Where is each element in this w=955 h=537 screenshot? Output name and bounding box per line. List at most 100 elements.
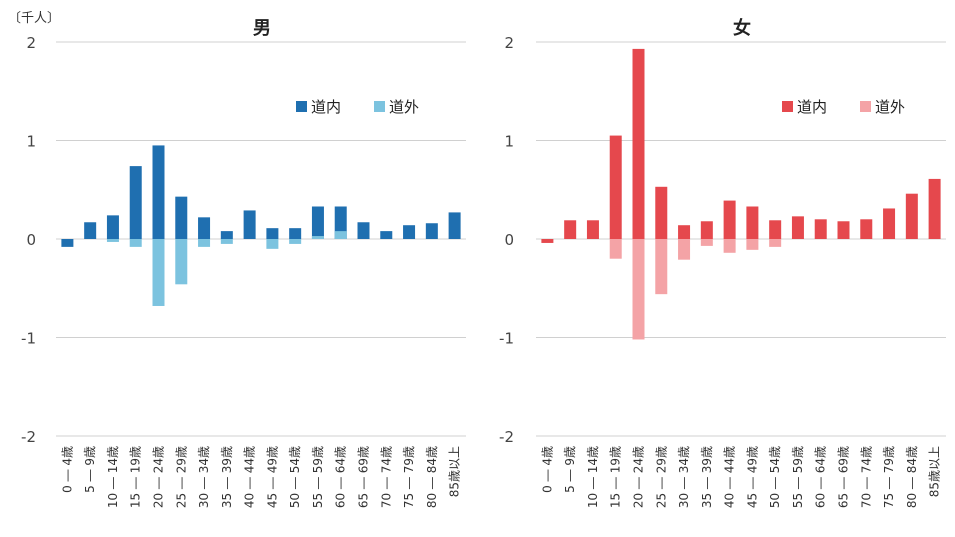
x-tick-label: 85歳以上: [448, 446, 462, 497]
x-tick-label: 25 ― 29歳: [654, 446, 668, 508]
bar-out-5: [175, 239, 188, 285]
bar-out-7: [700, 239, 713, 246]
bar-in-15: [883, 208, 896, 239]
legend-swatch: [860, 101, 871, 112]
bar-in-3: [129, 166, 142, 239]
x-tick-label: 60 ― 64歳: [334, 446, 348, 508]
legend-label: 道内: [311, 98, 341, 116]
legend-swatch: [374, 101, 385, 112]
bar-in-17: [928, 178, 941, 239]
bar-out-8: [723, 239, 736, 253]
x-tick-label: 0 ― 4歳: [540, 446, 554, 493]
x-tick-label: 50 ― 54歳: [768, 446, 782, 508]
bar-in-11: [791, 216, 804, 239]
bar-in-1: [564, 220, 577, 239]
chart-title: 女: [733, 17, 751, 39]
y-tick-label: -1: [21, 330, 36, 348]
bar-in-6: [678, 225, 691, 239]
bar-out-3: [129, 239, 142, 247]
bar-out-10: [289, 239, 302, 244]
bar-in-13: [837, 221, 850, 239]
unit-label: 〔千人〕: [8, 11, 60, 26]
bar-out-9: [746, 239, 759, 250]
bar-in-9: [746, 206, 759, 239]
x-tick-label: 55 ― 59歳: [311, 446, 325, 508]
x-tick-label: 70 ― 74歳: [859, 446, 873, 508]
bar-in-17: [448, 212, 461, 239]
bar-in-10: [769, 220, 782, 239]
x-tick-label: 0 ― 4歳: [60, 446, 74, 493]
chart-title: 男: [253, 18, 271, 39]
x-tick-label: 15 ― 19歳: [609, 446, 623, 508]
legend-label: 道外: [875, 98, 905, 116]
y-tick-label: 2: [504, 34, 514, 52]
bar-in-16: [425, 223, 438, 239]
x-tick-label: 70 ― 74歳: [379, 446, 393, 508]
x-tick-label: 20 ― 24歳: [152, 446, 166, 508]
x-tick-label: 20 ― 24歳: [632, 446, 646, 508]
x-tick-label: 40 ― 44歳: [243, 446, 257, 508]
bar-in-15: [403, 225, 416, 239]
x-tick-label: 10 ― 14歳: [106, 446, 120, 508]
x-tick-label: 85歳以上: [928, 446, 942, 497]
bar-in-12: [814, 219, 827, 239]
bar-in-2: [106, 215, 119, 239]
y-tick-label: -2: [499, 428, 514, 446]
bar-in-14: [860, 219, 873, 239]
bar-out-6: [678, 239, 691, 260]
bar-in-14: [380, 231, 393, 239]
x-tick-label: 25 ― 29歳: [174, 446, 188, 508]
bar-out-11: [311, 236, 324, 239]
x-tick-label: 35 ― 39歳: [220, 446, 234, 508]
bar-in-5: [175, 196, 188, 239]
x-tick-label: 60 ― 64歳: [814, 446, 828, 508]
x-tick-label: 55 ― 59歳: [791, 446, 805, 508]
bar-in-1: [84, 222, 97, 239]
bar-in-11: [311, 206, 324, 239]
bar-in-6: [198, 217, 211, 239]
x-tick-label: 50 ― 54歳: [288, 446, 302, 508]
legend-swatch: [296, 101, 307, 112]
legend-label: 道外: [389, 98, 419, 116]
bar-out-4: [152, 239, 165, 306]
bar-in-7: [220, 231, 233, 239]
x-tick-label: 30 ― 34歳: [197, 446, 211, 508]
bar-out-9: [266, 239, 279, 249]
y-tick-label: -1: [499, 330, 514, 348]
x-tick-label: 5 ― 9歳: [83, 446, 97, 493]
bar-out-7: [220, 239, 233, 244]
y-tick-label: 0: [504, 231, 514, 249]
x-tick-label: 40 ― 44歳: [723, 446, 737, 508]
bar-out-4: [632, 239, 645, 340]
bar-in-7: [700, 221, 713, 239]
bar-in-4: [152, 145, 165, 239]
bar-out-12: [334, 231, 347, 239]
x-tick-label: 65 ― 69歳: [837, 446, 851, 508]
y-tick-label: -2: [21, 428, 36, 446]
x-tick-label: 45 ― 49歳: [265, 446, 279, 508]
x-tick-label: 30 ― 34歳: [677, 446, 691, 508]
bar-in-16: [905, 193, 918, 239]
bar-in-10: [289, 228, 302, 239]
bar-in-3: [609, 135, 622, 239]
x-tick-label: 75 ― 79歳: [882, 446, 896, 508]
bar-in-8: [723, 200, 736, 239]
x-tick-label: 45 ― 49歳: [745, 446, 759, 508]
x-tick-label: 65 ― 69歳: [357, 446, 371, 508]
bar-in-13: [357, 222, 370, 239]
bar-in-8: [243, 210, 256, 239]
bar-in-4: [632, 48, 645, 239]
x-tick-label: 10 ― 14歳: [586, 446, 600, 508]
bar-in-9: [266, 228, 279, 239]
bar-in-2: [586, 220, 599, 239]
chart-panel-1: 女 2 1 0 -1 -2 0 ― 4歳 5 ― 9歳 10 ― 14歳 15 ― 19歳 20 ―…: [499, 17, 946, 508]
bar-in-0: [541, 239, 554, 243]
bar-out-2: [106, 239, 119, 242]
y-tick-label: 1: [504, 133, 514, 151]
bar-out-3: [609, 239, 622, 259]
y-tick-label: 0: [26, 231, 36, 249]
x-tick-label: 80 ― 84歳: [425, 446, 439, 508]
legend-label: 道内: [797, 98, 827, 116]
